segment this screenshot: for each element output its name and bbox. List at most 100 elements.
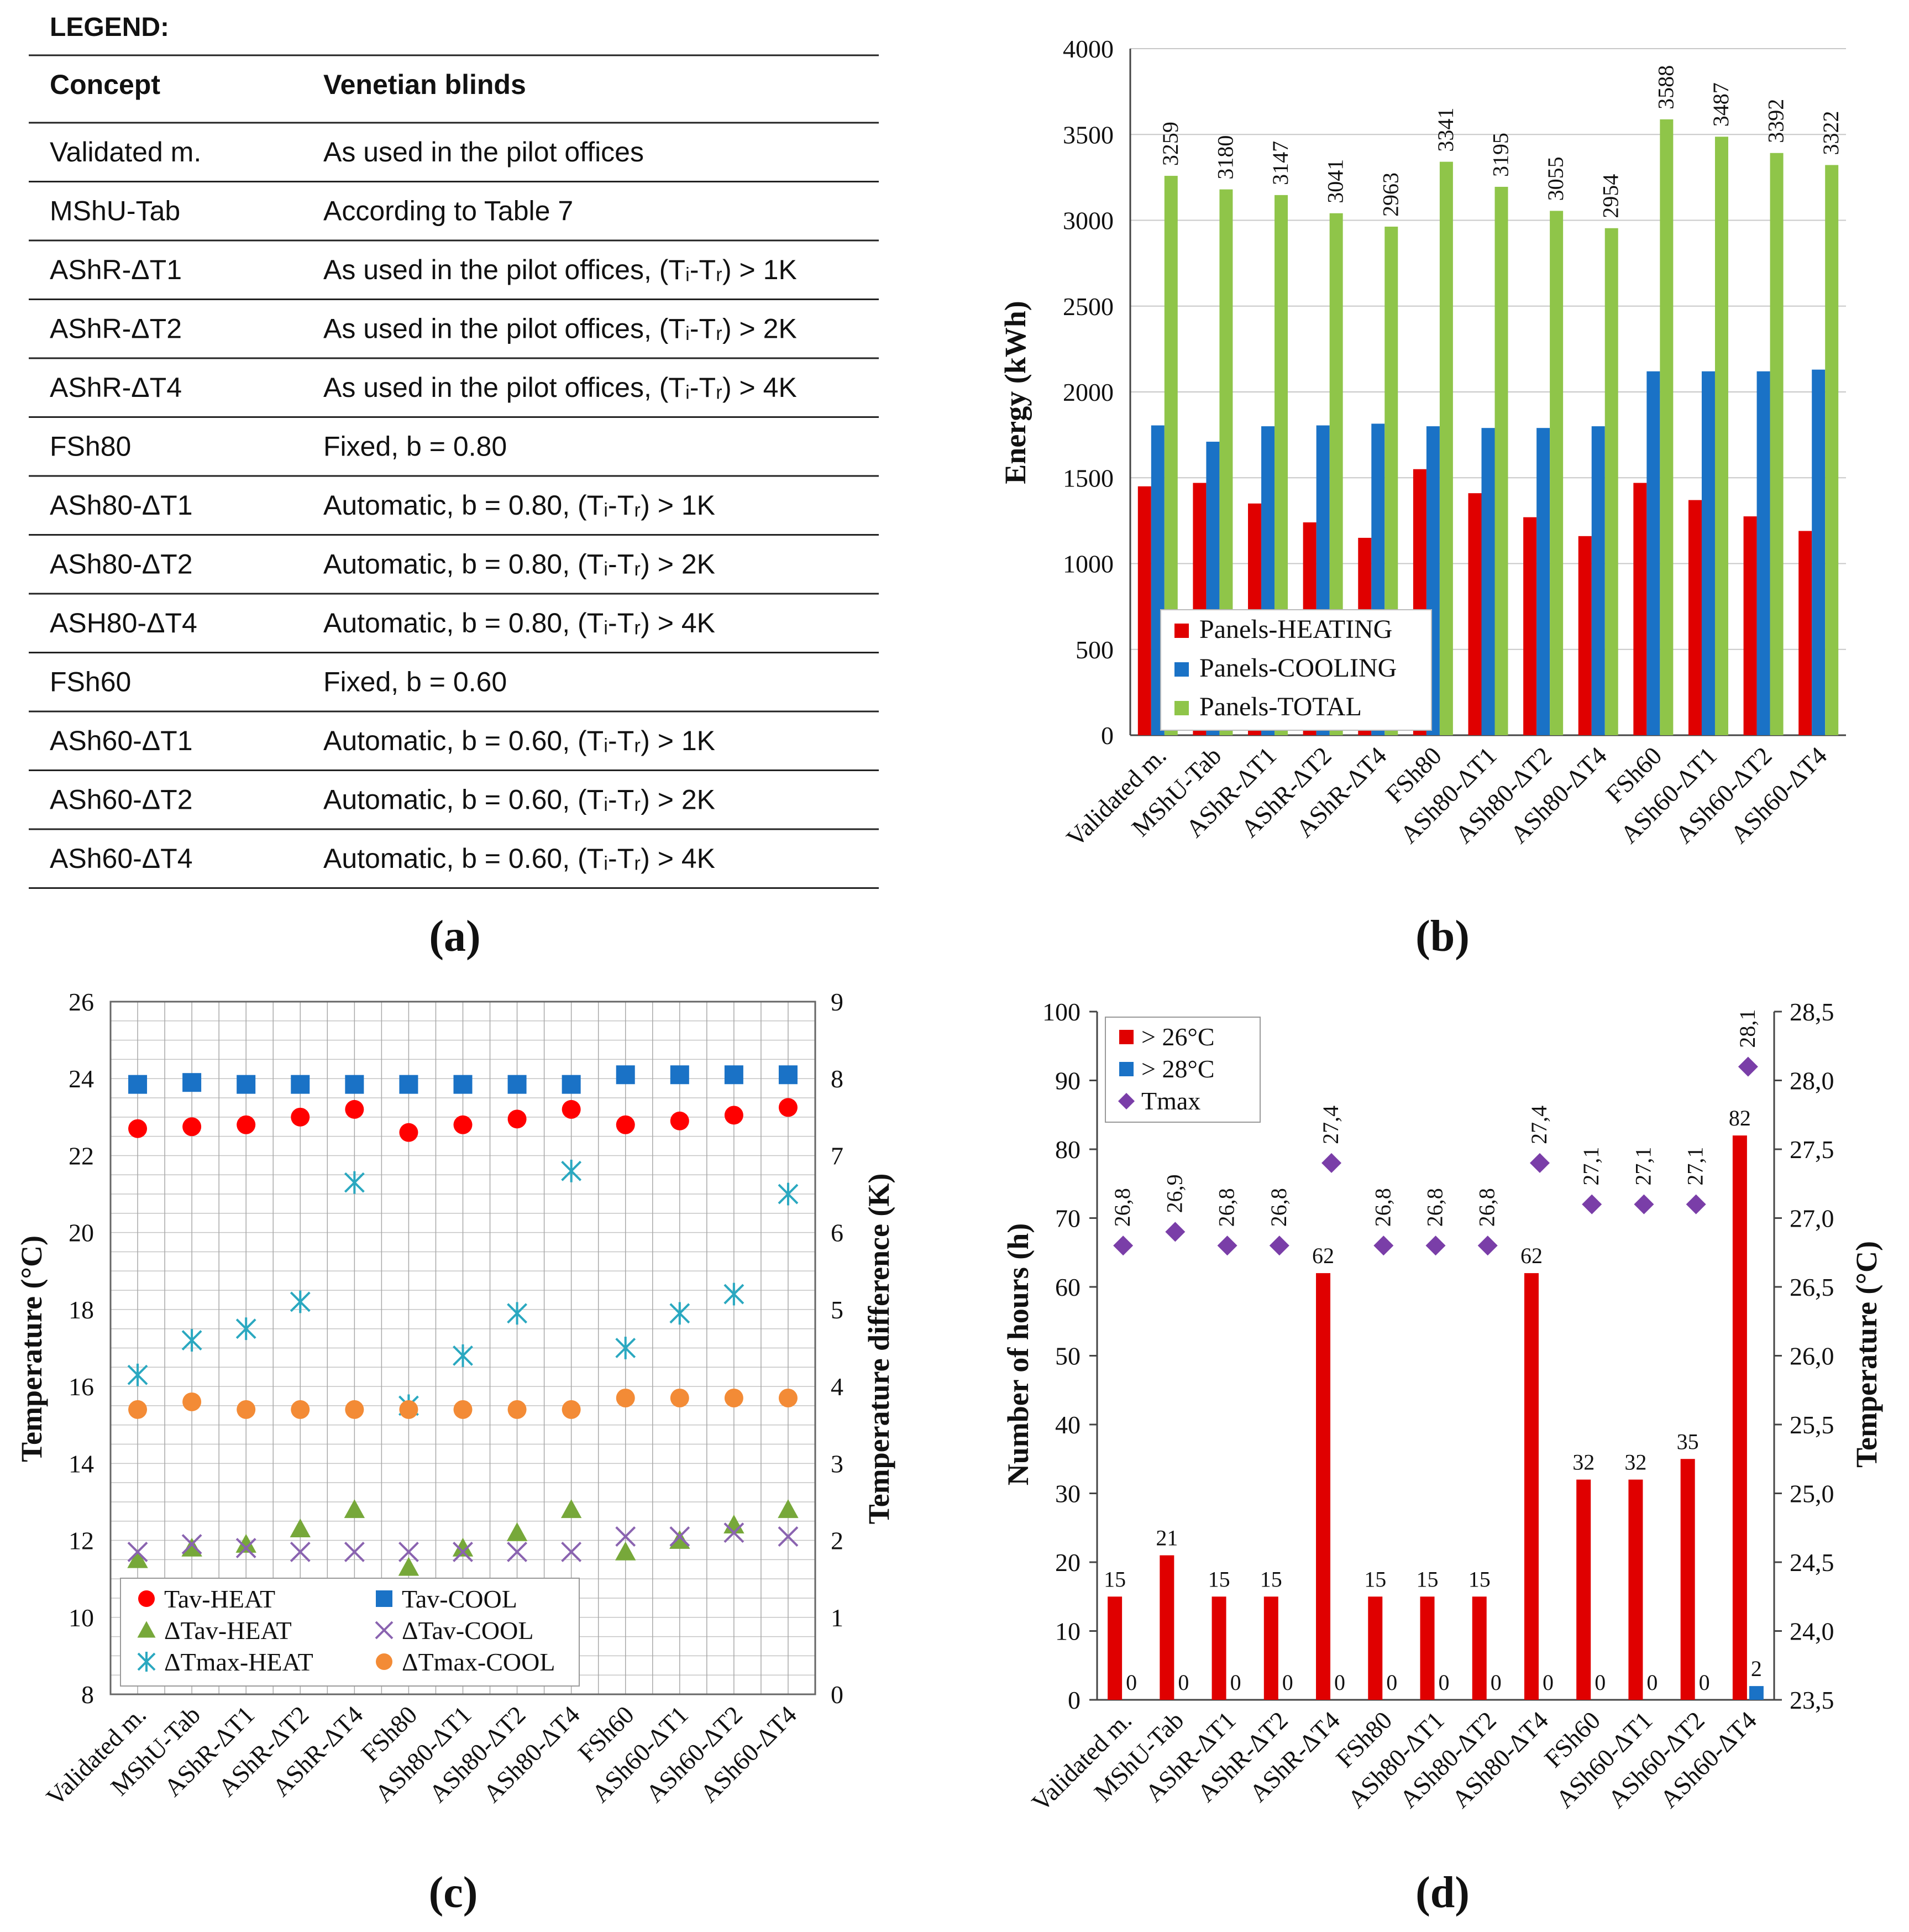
table-cell-concept: AShR-ΔT1 [50, 254, 182, 285]
b-bar-panels-cooling [1481, 428, 1495, 735]
c-point-δtmax-heat [507, 1302, 527, 1325]
d-bar-over-26-label: 15 [1260, 1567, 1282, 1591]
c-point-δtav-heat [615, 1541, 636, 1561]
d-y-tick-label: 30 [1055, 1480, 1081, 1508]
c-point-δtmax-heat [290, 1290, 311, 1313]
c-point-δtmax-heat [453, 1344, 473, 1367]
c-y2-tick-label: 6 [831, 1219, 843, 1247]
table-cell-blinds: Automatic, b = 0.80, (Tᵢ-Tᵣ) > 4K [323, 608, 715, 638]
c-point-δtav-cool [507, 1542, 527, 1562]
c-point-tav-cool [345, 1075, 364, 1094]
d-tmax-label: 26,8 [1214, 1188, 1239, 1227]
c-y2-tick-label: 9 [831, 988, 843, 1016]
c-legend-label: ΔTav-HEAT [164, 1616, 292, 1645]
d-bar-over-26 [1680, 1459, 1695, 1700]
c-y-tick-label: 18 [69, 1296, 94, 1324]
c-y-tick-label: 22 [69, 1142, 94, 1170]
c-point-δtav-heat [452, 1537, 474, 1557]
d-bar-over-28-label: 0 [1126, 1670, 1137, 1695]
c-legend-marker [137, 1652, 156, 1672]
d-bar-over-28-label: 0 [1491, 1670, 1502, 1695]
c-point-δtmax-cool [128, 1400, 148, 1419]
d-y2-tick-label: 27,0 [1790, 1205, 1834, 1233]
d-y2-tick-label: 23,5 [1790, 1686, 1834, 1714]
table-cell-concept: MShU-Tab [50, 196, 180, 227]
c-point-δtav-heat [235, 1533, 256, 1553]
d-bar-over-28-label: 0 [1543, 1670, 1554, 1695]
c-point-δtmax-heat [235, 1317, 256, 1341]
b-bar-panels-total [1825, 165, 1839, 735]
c-y-tick-label: 16 [69, 1373, 94, 1401]
d-bar-over-28-label: 0 [1230, 1670, 1241, 1695]
c-point-tav-heat [778, 1098, 798, 1117]
c-point-tav-heat [128, 1119, 148, 1138]
d-bar-over-26 [1524, 1273, 1539, 1700]
c-point-tav-cool [670, 1065, 689, 1085]
b-bar-panels-total [1439, 161, 1453, 735]
b-legend: Panels-HEATING Panels-COOLING Panels-TOTAL [1160, 609, 1432, 731]
b-y-tick-label: 0 [1101, 721, 1114, 750]
d-point-tmax [1686, 1194, 1706, 1214]
d-y-tick-label: 50 [1055, 1342, 1081, 1370]
d-bar-over-26 [1576, 1479, 1591, 1700]
b-total-label: 3392 [1764, 99, 1789, 143]
b-total-label: 3180 [1213, 135, 1237, 180]
d-y-tick-label: 90 [1055, 1067, 1081, 1095]
b-bar-panels-cooling [1591, 426, 1605, 735]
c-point-δtmax-cool [291, 1400, 310, 1419]
legend-table-title: LEGEND: [50, 13, 169, 42]
c-legend-label: ΔTmax-HEAT [164, 1648, 313, 1676]
d-tmax-label: 26,9 [1162, 1174, 1187, 1213]
c-point-δtmax-cool [237, 1400, 256, 1419]
table-cell-blinds: Automatic, b = 0.80, (Tᵢ-Tᵣ) > 1K [323, 490, 715, 521]
b-y-tick-label: 3500 [1063, 121, 1114, 149]
c-point-δtav-cool [778, 1526, 799, 1547]
c-point-tav-heat [724, 1106, 743, 1125]
table-cell-blinds: As used in the pilot offices, (Tᵢ-Tᵣ) > … [323, 313, 797, 344]
c-point-tav-heat [616, 1115, 635, 1134]
d-bar-over-26-label: 82 [1729, 1106, 1751, 1130]
c-point-tav-heat [399, 1123, 418, 1142]
d-bar-over-26-label: 62 [1312, 1243, 1334, 1268]
d-tmax-label: 27,4 [1527, 1106, 1551, 1144]
d-bar-over-26 [1108, 1596, 1123, 1700]
d-bar-over-28-label: 0 [1595, 1670, 1606, 1695]
d-y-axis-title: Number of hours (h) [1001, 1223, 1035, 1486]
b-total-label: 2954 [1598, 174, 1623, 218]
d-bar-over-28-label: 2 [1751, 1656, 1762, 1681]
d-y2-tick-label: 27,5 [1790, 1135, 1834, 1164]
table-cell-concept: ASh60-ΔT2 [50, 784, 193, 815]
d-tmax-label: 27,4 [1318, 1106, 1343, 1144]
d-bar-over-26 [1160, 1555, 1174, 1700]
d-point-tmax [1373, 1235, 1394, 1256]
d-bar-over-26 [1472, 1596, 1487, 1700]
c-legend-marker [376, 1590, 392, 1607]
c-y2-tick-label: 1 [831, 1604, 843, 1632]
c-point-δtav-cool [453, 1542, 473, 1562]
table-cell-blinds: As used in the pilot offices [323, 137, 644, 167]
d-legend-label: > 28°C [1141, 1055, 1215, 1083]
b-bar-panels-total [1550, 211, 1564, 735]
b-bar-panels-heating [1798, 531, 1812, 735]
d-point-tmax [1269, 1235, 1289, 1256]
b-y-tick-label: 1000 [1063, 550, 1114, 578]
b-total-label: 3487 [1708, 82, 1733, 127]
d-bar-over-28-label: 0 [1439, 1670, 1450, 1695]
c-point-δtmax-cool [670, 1388, 689, 1407]
b-bar-panels-heating [1523, 517, 1537, 735]
b-bar-panels-cooling [1756, 371, 1770, 735]
b-bar-panels-cooling [1536, 428, 1550, 735]
c-point-δtmax-cool [453, 1400, 473, 1419]
c-y-axis-title: Temperature (°C) [15, 1235, 48, 1462]
table-cell-concept: ASH80-ΔT4 [50, 608, 197, 638]
b-bar-panels-heating [1468, 493, 1482, 735]
table-cell-concept: ASh60-ΔT4 [50, 843, 193, 874]
b-legend-label: Panels-COOLING [1199, 653, 1397, 683]
c-point-tav-cool [778, 1065, 798, 1085]
c-point-δtmax-heat [561, 1159, 582, 1182]
d-bar-over-26 [1263, 1596, 1278, 1700]
table-cell-concept: AShR-ΔT2 [50, 313, 182, 344]
c-point-tav-cool [237, 1075, 256, 1094]
d-point-tmax [1217, 1235, 1237, 1256]
